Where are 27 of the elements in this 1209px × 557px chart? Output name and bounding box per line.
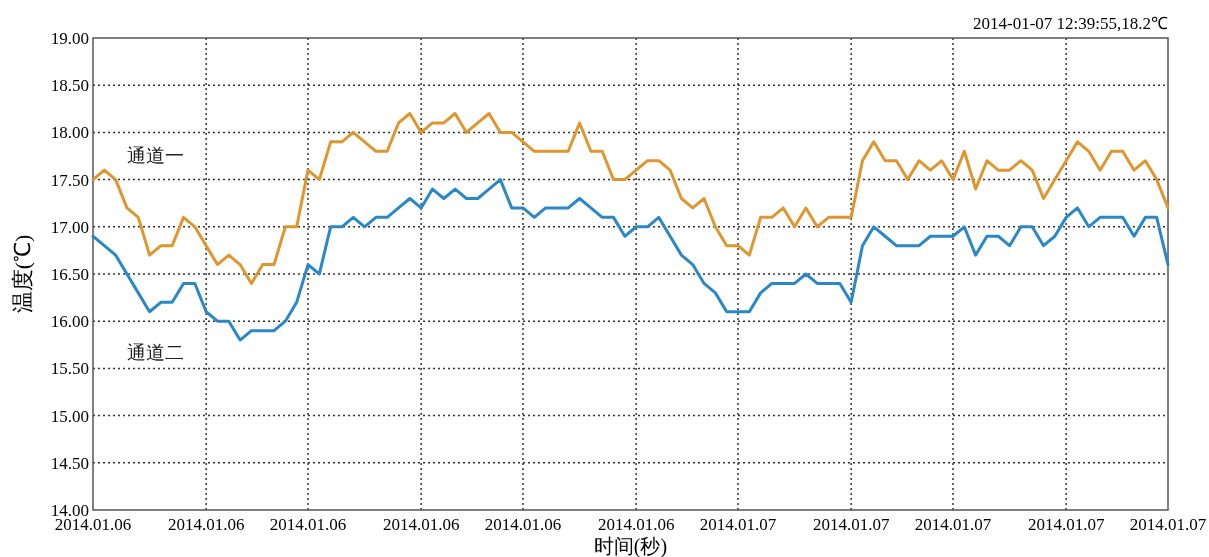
y-tick-label: 17.50: [50, 170, 89, 190]
x-tick-label: 2014.01.07: [812, 515, 890, 534]
line-series: [91, 112, 1170, 285]
line-series: [91, 178, 1170, 342]
y-tick-label: 16.50: [50, 265, 89, 284]
y-axis-title: 温度(℃): [10, 234, 35, 314]
y-tick-label: 16.00: [50, 312, 89, 332]
y-tick-label: 14.50: [50, 453, 89, 473]
x-tick-label: 2014.01.07: [914, 515, 992, 534]
y-tick-label: 18.00: [50, 123, 89, 143]
series-label: 通道一: [127, 145, 184, 166]
x-tick-label: 2014.01.07: [1129, 515, 1207, 534]
x-tick-label: 2014.01.06: [484, 515, 562, 534]
x-tick-label: 2014.01.06: [382, 515, 460, 534]
y-tick-label: 19.00: [50, 29, 89, 48]
x-axis-title: 时间(秒): [593, 535, 668, 557]
text: 2014-01-07 12:39:55,18.2℃: [972, 14, 1168, 33]
y-tick-label: 18.50: [50, 76, 89, 96]
series-label: 通道二: [127, 342, 184, 363]
x-tick-label: 2014.01.06: [167, 515, 245, 534]
y-tick-label: 15.00: [50, 406, 89, 426]
y-tick-label: 15.50: [50, 359, 89, 379]
x-tick-label: 2014.01.06: [269, 515, 347, 534]
x-tick-label: 2014.01.07: [1027, 515, 1105, 534]
x-tick-label: 2014.01.07: [699, 515, 777, 534]
y-tick-label: 17.00: [50, 217, 89, 237]
x-tick-label: 2014.01.06: [597, 515, 675, 534]
